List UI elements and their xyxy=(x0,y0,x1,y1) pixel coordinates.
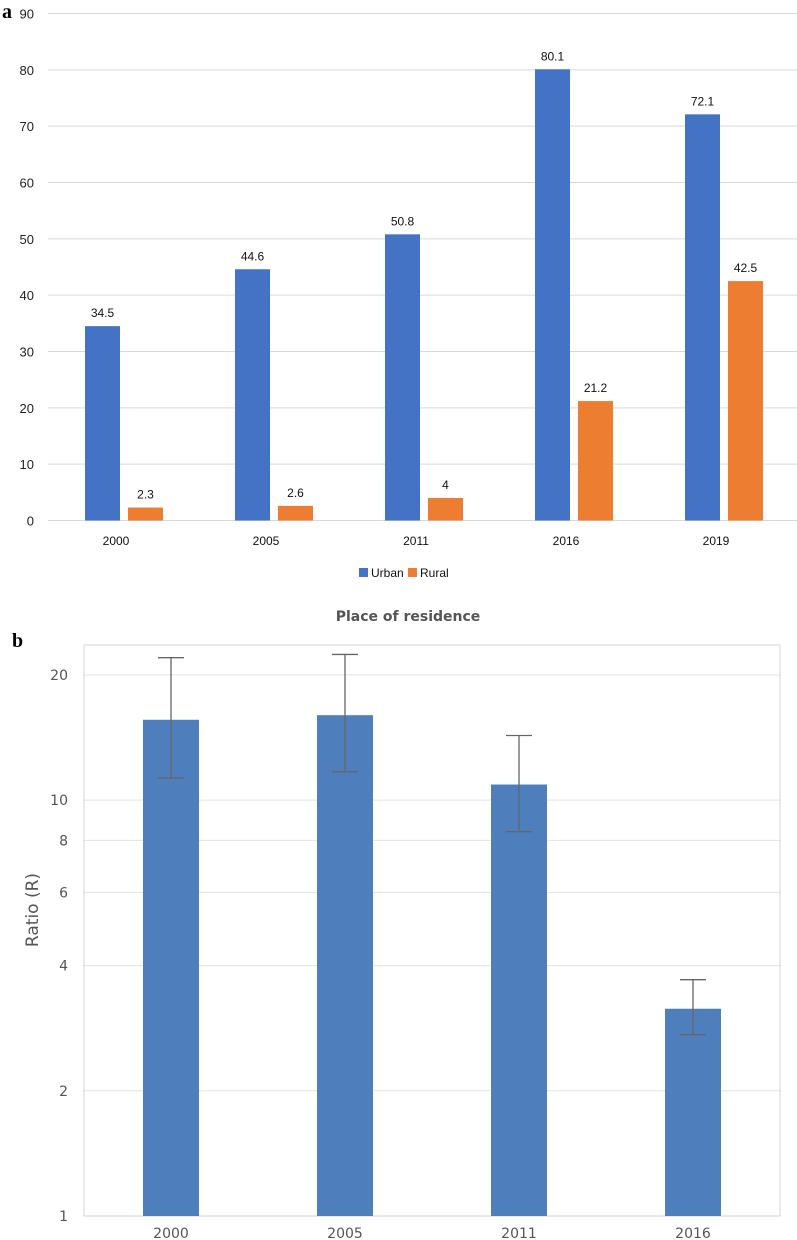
y-tick-label: 2 xyxy=(59,1084,68,1100)
data-label: 34.5 xyxy=(91,306,115,320)
bar xyxy=(665,1008,721,1216)
y-tick-label: 30 xyxy=(20,345,34,360)
bar-rural xyxy=(428,497,463,521)
bar-urban xyxy=(535,69,570,521)
y-tick-label: 8 xyxy=(59,833,68,849)
data-label: 21.2 xyxy=(584,381,608,395)
legend-label-rural: Rural xyxy=(420,566,449,580)
data-label: 2.3 xyxy=(137,488,154,502)
chart-a: 0 10 20 30 40 50 60 70 80 90 34.5 2.3 2000 44.6 2.6 200… xyxy=(20,7,797,548)
y-tick-label: 40 xyxy=(20,288,34,303)
y-tick-label: 6 xyxy=(59,885,68,901)
x-tick-label: 2000 xyxy=(153,1226,189,1240)
data-label: 42.5 xyxy=(734,261,758,275)
x-tick-label: 2011 xyxy=(403,534,429,548)
data-label: 4 xyxy=(442,478,449,492)
bar xyxy=(317,715,373,1216)
bar-urban xyxy=(385,234,420,521)
x-tick-label: 2016 xyxy=(675,1226,711,1240)
plot-border xyxy=(83,644,781,1217)
data-label: 44.6 xyxy=(241,249,265,263)
legend-swatch-rural xyxy=(408,568,417,577)
chart-b: 1 2 4 6 8 10 20 2000 2005 2011 2016 xyxy=(50,644,781,1240)
bar-urban xyxy=(685,114,720,521)
bar-urban xyxy=(85,326,120,521)
y-tick-label: 60 xyxy=(20,176,34,191)
y-tick-label: 90 xyxy=(20,7,34,22)
bar-rural xyxy=(128,507,163,521)
x-tick-label: 2005 xyxy=(253,534,280,548)
y-axis-label-b: Ratio (R) xyxy=(23,873,43,947)
bar-rural xyxy=(728,281,763,521)
legend-swatch-urban xyxy=(359,568,368,577)
x-tick-label: 2019 xyxy=(703,534,730,548)
data-label: 50.8 xyxy=(391,214,415,228)
panel-label-a: a xyxy=(2,1,12,23)
y-tick-label: 50 xyxy=(20,232,34,247)
y-tick-label: 10 xyxy=(50,793,68,809)
y-tick-label: 80 xyxy=(20,63,34,78)
data-label: 72.1 xyxy=(691,94,715,108)
bar xyxy=(491,784,547,1216)
y-tick-label: 4 xyxy=(59,959,68,975)
y-tick-label: 1 xyxy=(59,1209,68,1225)
bar-rural xyxy=(278,505,313,521)
x-tick-label: 2000 xyxy=(103,534,130,548)
legend-a: Urban Rural xyxy=(359,566,449,580)
chart-b-title: Place of residence xyxy=(336,609,481,625)
data-label: 80.1 xyxy=(541,49,565,63)
y-tick-label: 20 xyxy=(20,401,34,416)
panel-label-b: b xyxy=(12,630,23,652)
x-tick-label: 2016 xyxy=(553,534,580,548)
x-tick-label: 2005 xyxy=(327,1226,363,1240)
legend-label-urban: Urban xyxy=(371,566,404,580)
y-tick-label: 20 xyxy=(50,668,68,684)
y-tick-label: 70 xyxy=(20,119,34,134)
y-tick-label: 10 xyxy=(20,457,34,472)
bar-rural xyxy=(578,401,613,521)
y-tick-label: 0 xyxy=(27,514,34,529)
x-tick-label: 2011 xyxy=(501,1226,537,1240)
bar-urban xyxy=(235,269,270,521)
bar xyxy=(143,719,199,1216)
data-label: 2.6 xyxy=(287,486,304,500)
